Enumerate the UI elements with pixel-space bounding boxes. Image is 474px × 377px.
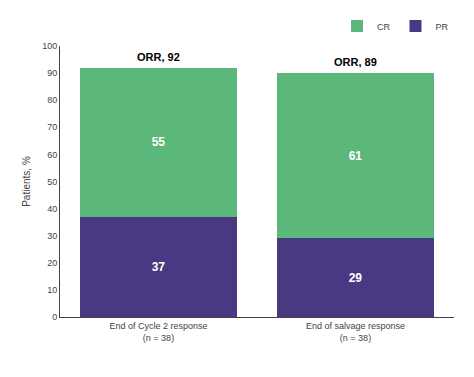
svg-text:61: 61: [349, 149, 363, 163]
svg-text:0: 0: [52, 312, 57, 322]
svg-text:End of Cycle 2 response(n = 38: End of Cycle 2 response(n = 38): [109, 321, 207, 343]
svg-text:60: 60: [47, 150, 57, 160]
svg-text:Patients, %: Patients, %: [21, 156, 32, 207]
svg-text:37: 37: [152, 260, 166, 274]
svg-text:70: 70: [47, 122, 57, 132]
svg-text:50: 50: [47, 177, 57, 187]
svg-text:20: 20: [47, 258, 57, 268]
svg-text:80: 80: [47, 95, 57, 105]
svg-text:40: 40: [47, 204, 57, 214]
svg-text:CR: CR: [377, 22, 390, 32]
svg-text:29: 29: [349, 271, 363, 285]
svg-text:30: 30: [47, 231, 57, 241]
svg-text:End of salvage response(n = 38: End of salvage response(n = 38): [306, 321, 405, 343]
svg-text:10: 10: [47, 285, 57, 295]
svg-text:55: 55: [152, 135, 166, 149]
svg-text:PR: PR: [436, 22, 449, 32]
svg-text:90: 90: [47, 68, 57, 78]
svg-text:ORR, 92: ORR, 92: [137, 51, 180, 63]
svg-text:ORR, 89: ORR, 89: [334, 56, 377, 68]
svg-text:100: 100: [42, 41, 57, 51]
